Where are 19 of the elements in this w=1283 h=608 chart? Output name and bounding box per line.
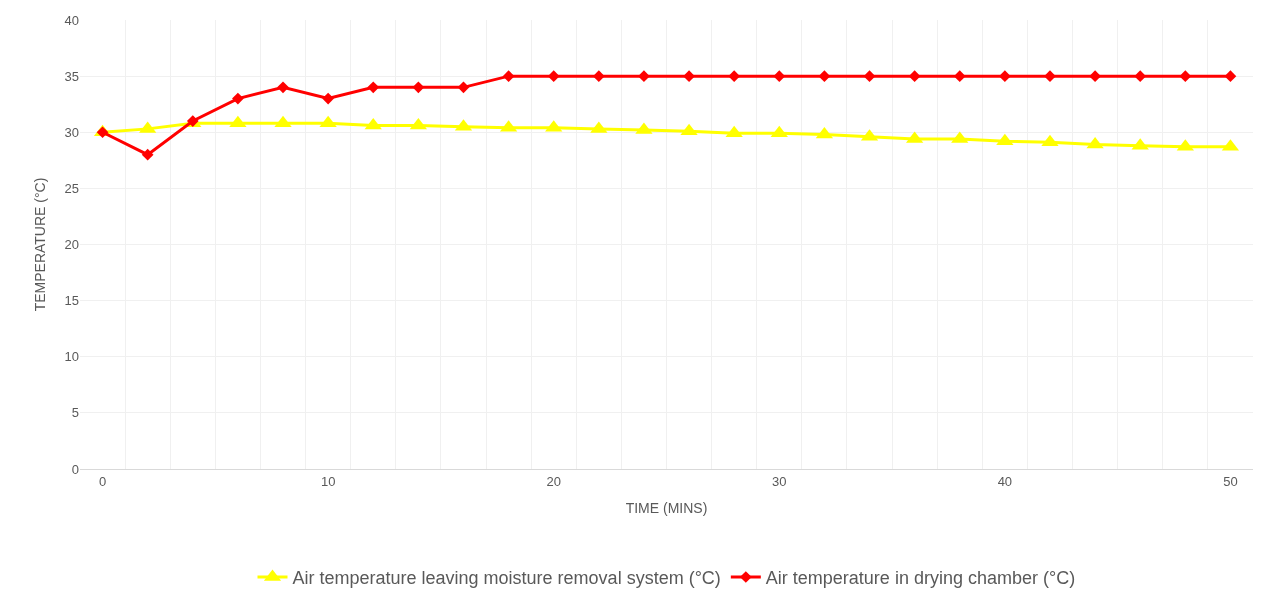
x-axis-title: TIME (MINS)	[625, 499, 708, 516]
y-tick-label: 35	[64, 68, 79, 84]
y-tick-label: 25	[64, 180, 79, 196]
y-axis-title: TEMPERATURE (°C)	[32, 177, 49, 312]
y-tick-label: 0	[71, 461, 79, 477]
x-tick-label: 10	[320, 473, 336, 489]
legend-label: Air temperature in drying chamber (°C)	[765, 568, 1076, 589]
x-tick-label: 0	[98, 473, 107, 489]
y-tick-label: 20	[64, 237, 79, 253]
y-tick-label: 15	[64, 293, 79, 309]
x-tick-label: 50	[1223, 473, 1238, 489]
x-tick-label: 20	[546, 473, 561, 489]
y-tick-label: 40	[64, 12, 79, 28]
y-tick-label: 5	[71, 405, 79, 421]
x-tick-label: 30	[772, 473, 787, 489]
y-tick-label: 30	[64, 124, 79, 140]
x-tick-label: 40	[997, 473, 1013, 489]
y-tick-label: 10	[64, 349, 79, 365]
legend-label: Air temperature leaving moisture removal system (°C)	[292, 568, 721, 589]
